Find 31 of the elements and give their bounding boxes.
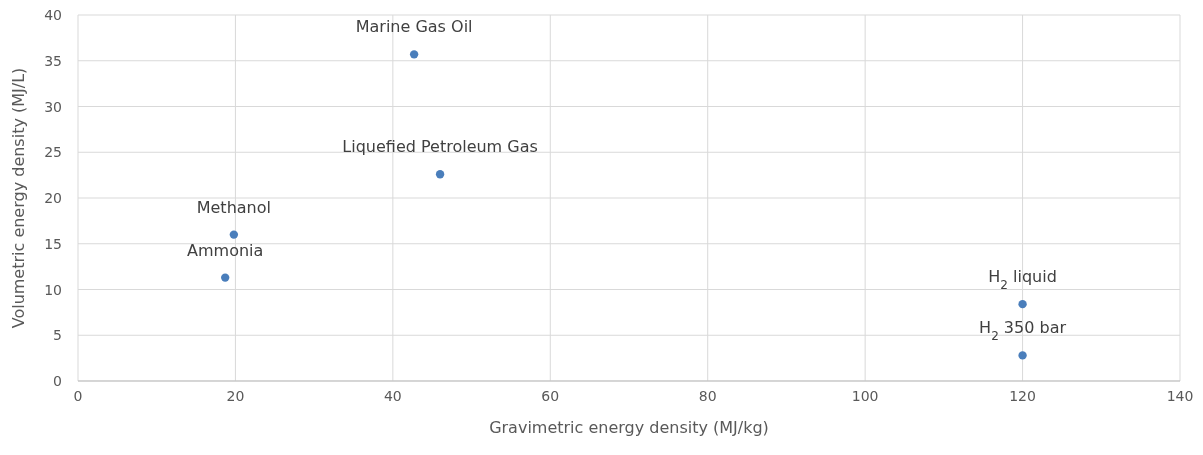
y-tick-label: 10 [44, 281, 62, 298]
x-tick-label: 20 [226, 388, 245, 404]
point [1018, 299, 1027, 309]
point [1018, 351, 1027, 360]
point [409, 50, 419, 59]
y-axis-title: Volumetric energy density (MJ/L) [9, 67, 28, 329]
x-tick-label: 0 [73, 388, 83, 404]
annotation: Ammonia [187, 240, 264, 260]
y-tick-label: 25 [44, 144, 62, 161]
x-tick-label: 60 [541, 388, 560, 404]
x-tick-label: 140 [1166, 388, 1194, 404]
point [435, 170, 445, 179]
y-tick-label: 0 [53, 373, 62, 389]
point [221, 273, 230, 282]
annotation: H$_{2}$ 350 bar [979, 318, 1067, 344]
y-tick-label: 15 [44, 235, 62, 252]
y-tick-label: 20 [44, 190, 62, 206]
x-axis-title: Gravimetric energy density (MJ/kg) [489, 418, 769, 437]
y-tick-label: 5 [53, 327, 62, 344]
y-tick-label: 40 [44, 7, 62, 23]
annotation: Marine Gas Oil [355, 17, 473, 37]
x-tick-label: 80 [698, 388, 717, 404]
annotation: Methanol [196, 197, 271, 217]
x-tick-label: 100 [851, 388, 879, 404]
annotation: H$_{2}$ liquid [988, 267, 1057, 293]
y-tick-label: 30 [44, 98, 62, 115]
point [229, 230, 239, 239]
y-tick-label: 35 [44, 52, 62, 69]
x-tick-label: 120 [1009, 388, 1036, 404]
annotation: Liquefied Petroleum Gas [342, 137, 538, 157]
x-tick-label: 40 [383, 388, 402, 404]
